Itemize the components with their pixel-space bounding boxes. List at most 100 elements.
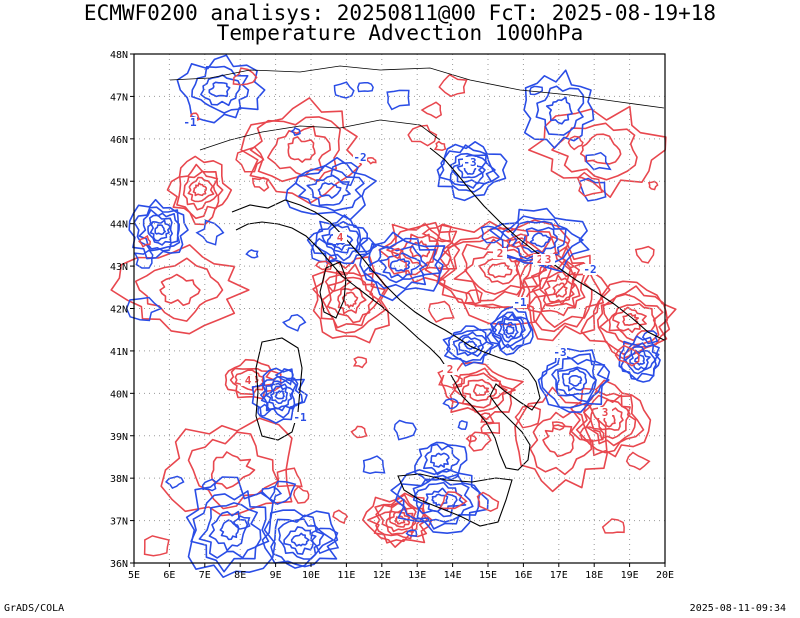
positive-advection-contour	[465, 434, 478, 444]
negative-advection-contour	[200, 74, 241, 107]
negative-advection-contour	[585, 151, 612, 171]
positive-advection-contour	[599, 293, 664, 346]
lon-tick-label: 14E	[444, 570, 462, 581]
positive-advection-contour	[407, 124, 438, 147]
negative-advection-contour	[260, 376, 304, 419]
contour-value-label: -1	[513, 296, 527, 309]
negative-advection-contour	[578, 177, 607, 202]
lat-lon-grid	[134, 54, 665, 563]
negative-advection-contour	[310, 527, 340, 555]
positive-advection-contour	[409, 240, 431, 258]
negative-advection-contour	[295, 164, 365, 212]
lon-tick-label: 16E	[514, 570, 532, 581]
positive-advection-contour	[476, 491, 500, 513]
negative-advection-contour	[405, 529, 418, 537]
positive-advection-contour	[514, 405, 542, 429]
positive-advection-contour	[134, 257, 224, 322]
negative-advection-contour	[551, 357, 597, 403]
contour-value-label: -1	[293, 411, 307, 424]
positive-advection-contour	[552, 282, 568, 298]
positive-advection-contour	[453, 238, 548, 302]
positive-advection-contour	[420, 101, 443, 119]
negative-advection-contour	[219, 519, 240, 541]
negative-advection-contour	[306, 214, 368, 265]
negative-advection-contour	[149, 219, 172, 242]
coastline-balkans	[429, 147, 665, 341]
negative-advection-contour	[274, 390, 285, 400]
negative-advection-contour	[452, 331, 488, 357]
positive-advection-contour	[570, 379, 652, 458]
positive-advection-contour	[187, 176, 215, 203]
positive-advection-contour	[579, 133, 622, 165]
contour-value-labels: -1-2 -32 34-12-234-1-32	[183, 116, 612, 424]
lon-tick-label: 20E	[656, 570, 674, 581]
negative-advection-contour	[270, 514, 335, 569]
positive-advection-contour	[182, 170, 219, 211]
negative-advection-contour	[620, 342, 660, 381]
positive-advection-contour	[235, 146, 265, 173]
positive-advection-contour	[314, 260, 333, 271]
negative-advection-contour	[568, 375, 583, 387]
positive-advection-contour	[365, 157, 377, 165]
positive-advection-contour	[341, 291, 359, 309]
positive-advection-contour	[468, 431, 492, 452]
positive-advection-contour	[287, 136, 316, 163]
coastline-sicily	[397, 473, 513, 527]
negative-advection-contour	[310, 237, 338, 263]
negative-advection-contour	[330, 162, 359, 187]
negative-advection-contour	[442, 325, 502, 367]
contour-label-background	[493, 248, 507, 259]
negative-advection-contour	[423, 443, 460, 476]
negative-advection-contour	[283, 526, 317, 555]
positive-advection-contour	[394, 515, 406, 525]
positive-advection-contour	[579, 426, 605, 443]
contour-label-background	[443, 364, 457, 375]
positive-advection-contour	[159, 273, 201, 307]
negative-advection-contour	[190, 490, 270, 573]
contour-label-background	[293, 412, 307, 423]
negative-advection-contour	[529, 232, 551, 248]
lon-tick-label: 11E	[337, 570, 355, 581]
contour-value-label: -1	[183, 116, 197, 129]
positive-advection-contour	[449, 367, 516, 413]
positive-advection-contour	[625, 451, 651, 471]
positive-advection-contour	[390, 247, 403, 260]
negative-advection-contour	[394, 473, 481, 530]
positive-advection-contour	[472, 383, 490, 397]
negative-advection-contour	[463, 340, 477, 350]
map-title-line1: ECMWF0200 analisys: 20250811@00 FcT: 202…	[83, 1, 717, 25]
positive-advection-contour	[544, 274, 576, 305]
contour-value-label: 3	[545, 253, 552, 266]
footer-timestamp: 2025-08-11-09:34	[689, 603, 786, 614]
lon-tick-label: 8E	[234, 570, 246, 581]
positive-advection-contour	[276, 467, 303, 488]
lon-tick-label: 18E	[585, 570, 603, 581]
contour-value-label: -3	[463, 156, 476, 169]
lon-tick-label: 15E	[479, 570, 497, 581]
positive-advection-contour	[612, 306, 647, 334]
positive-advection-contour	[551, 122, 638, 181]
negative-advection-contour	[489, 207, 590, 273]
lat-tick-label: 47N	[110, 92, 128, 103]
positive-advection-contour	[189, 112, 201, 123]
positive-advection-contour	[487, 262, 513, 279]
negative-advection-contour	[423, 487, 458, 513]
lat-tick-label: 48N	[110, 50, 128, 61]
negative-advection-contour	[362, 455, 386, 475]
negative-advection-contour	[290, 126, 301, 136]
negative-advection-contour	[317, 182, 342, 199]
contour-value-label: 2	[497, 247, 504, 260]
lat-tick-label: 38N	[110, 474, 128, 485]
negative-advection-contour	[125, 296, 163, 322]
positive-advection-contour	[614, 344, 640, 367]
negative-advection-contour	[232, 515, 251, 530]
positive-advection-contour	[603, 414, 616, 428]
positive-advection-contour	[518, 246, 605, 333]
negative-advection-contour	[430, 452, 450, 468]
lat-tick-label: 37N	[110, 517, 128, 528]
positive-advection-contour	[583, 394, 637, 447]
contour-label-background	[598, 407, 612, 418]
negative-advection-contour	[502, 321, 519, 339]
negative-advection-contour	[176, 54, 266, 124]
positive-advection-contour	[210, 451, 256, 490]
